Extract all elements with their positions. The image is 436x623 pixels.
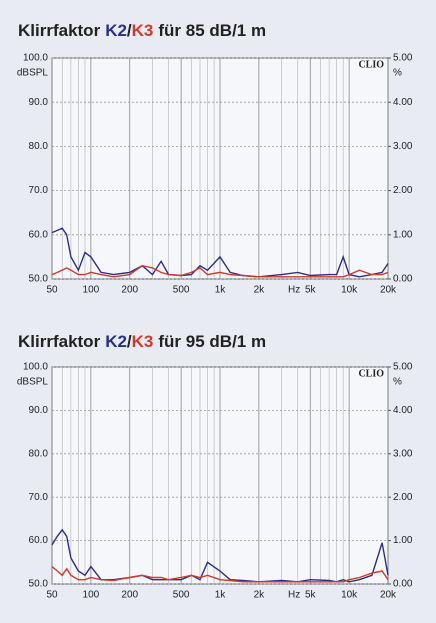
y2-tick-label: 1.00 [393,535,413,546]
x-tick-label: 20k [380,285,397,296]
x-tick-label: 50 [46,285,58,296]
y2-tick-label: 3.00 [393,448,413,459]
title-part: K2 [105,21,127,40]
title-part: K2 [105,332,127,351]
chart-title: Klirrfaktor K2/K3 für 95 dB/1 m [18,332,266,351]
y2-tick-label: 2.00 [393,492,413,503]
y-tick-label: 100.0 [23,362,48,373]
annotation: CLIO [358,59,384,70]
x-tick-label: 20k [380,590,397,601]
y-tick-label: 60.0 [29,535,49,546]
x-tick-label: 500 [173,590,190,601]
y2-axis-label: % [393,377,402,388]
y-tick-label: 50.0 [29,274,49,285]
x-tick-label: 200 [121,590,138,601]
title-part: / [127,21,132,40]
x-tick-label: 100 [83,285,100,296]
x-tick-label: 50 [46,590,58,601]
x-tick-label: 200 [121,285,138,296]
x-tick-label: 1k [215,285,227,296]
y-tick-label: 50.0 [29,579,49,590]
x-tick-label: 2k [254,590,266,601]
title-part: K3 [132,332,154,351]
x-tick-label: 1k [215,590,227,601]
y2-tick-label: 0.00 [393,579,413,590]
x-axis-label: Hz [288,285,300,296]
y2-tick-label: 4.00 [393,97,413,108]
title-part: für 85 dB/1 m [158,21,266,40]
x-tick-label: 10k [341,590,358,601]
y-tick-label: 80.0 [29,141,49,152]
x-tick-label: 2k [254,285,266,296]
title-part: K3 [132,21,154,40]
y-tick-label: 80.0 [29,448,49,459]
y2-tick-label: 4.00 [393,405,413,416]
y2-tick-label: 1.00 [393,229,413,240]
y2-axis-label: % [393,68,402,79]
x-tick-label: 500 [173,285,190,296]
y-tick-label: 90.0 [29,405,49,416]
x-tick-label: 5k [305,285,317,296]
title-part: Klirrfaktor [18,332,101,351]
y2-tick-label: 0.00 [393,274,413,285]
annotation: CLIO [358,368,384,379]
y-tick-label: 100.0 [23,53,48,64]
y2-tick-label: 5.00 [393,53,413,64]
y2-tick-label: 5.00 [393,362,413,373]
y-tick-label: 90.0 [29,97,49,108]
x-tick-label: 10k [341,285,358,296]
y2-tick-label: 3.00 [393,141,413,152]
y-axis-label: dBSPL [17,377,49,388]
x-axis-label: Hz [288,590,300,601]
series-line [51,566,389,583]
title-part: / [127,332,132,351]
title-part: Klirrfaktor [18,21,101,40]
series-line [51,528,389,583]
x-tick-label: 100 [83,590,100,601]
title-part: für 95 dB/1 m [158,332,266,351]
y-axis-label: dBSPL [17,68,49,79]
series-line [51,264,389,278]
y2-tick-label: 2.00 [393,185,413,196]
x-tick-label: 5k [305,590,317,601]
y-tick-label: 60.0 [29,229,49,240]
y-tick-label: 70.0 [29,492,49,503]
chart-title: Klirrfaktor K2/K3 für 85 dB/1 m [18,21,266,40]
y-tick-label: 70.0 [29,185,49,196]
